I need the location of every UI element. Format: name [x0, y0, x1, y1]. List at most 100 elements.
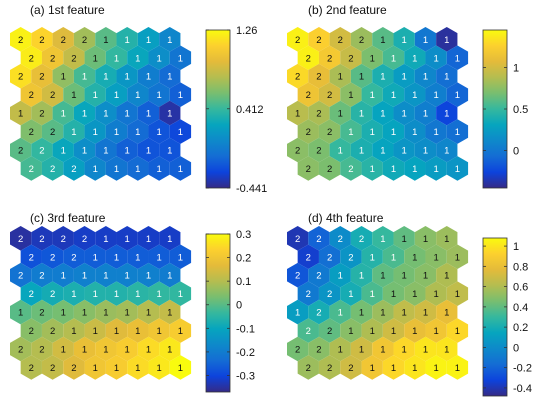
- hex-cell-r0-c0: [10, 226, 32, 251]
- hex-label: 1: [135, 363, 140, 374]
- hex-cell-r1-c6: [148, 45, 170, 71]
- hex-label: 1: [125, 308, 130, 319]
- hex-label: 1: [93, 90, 98, 101]
- hex-cell-r0-c7: [159, 27, 181, 52]
- hex-cell-r6-c7: [436, 336, 458, 362]
- hex-cell-r1-c2: [63, 45, 85, 71]
- hex-cell-r6-c0: [287, 137, 309, 163]
- hex-label: 1: [156, 326, 161, 337]
- hex-cell-r4-c5: [116, 299, 138, 325]
- hex-label: 1: [338, 109, 343, 120]
- hex-cell-r7-c3: [361, 355, 383, 380]
- hex-cell-r3-c3: [361, 82, 383, 107]
- hex-label: 1: [391, 326, 396, 337]
- hex-label: 1: [156, 53, 161, 64]
- hex-label: 1: [412, 127, 417, 138]
- hex-cell-r2-c1: [31, 262, 53, 288]
- hex-label: 2: [50, 90, 55, 101]
- hex-label: 1: [444, 271, 449, 282]
- hex-label: 1: [156, 252, 161, 263]
- hex-label: 1: [391, 90, 396, 101]
- hex-cell-r5-c6: [425, 119, 447, 144]
- hex-cell-r2-c2: [52, 63, 74, 89]
- colorbar-tick-label: 0.2: [236, 253, 251, 265]
- hex-label: 1: [93, 127, 98, 138]
- hex-label: 1: [359, 72, 364, 83]
- hex-label: 2: [50, 363, 55, 374]
- hex-cell-r3-c5: [127, 82, 149, 107]
- hex-cell-r6-c7: [159, 336, 181, 362]
- hex-label: 1: [61, 271, 66, 282]
- hex-cell-r4-c5: [393, 299, 415, 325]
- hex-cell-r5-c7: [446, 318, 469, 343]
- hex-label: 1: [146, 109, 151, 120]
- colorbar-tick-label: 0: [513, 146, 519, 158]
- hex-label: 1: [433, 326, 438, 337]
- hex-label: 1: [402, 109, 407, 120]
- hex-cell-r2-c4: [372, 63, 394, 89]
- hex-label: 1: [412, 289, 417, 300]
- hex-label: 1: [18, 308, 23, 319]
- hex-label: 1: [348, 90, 353, 101]
- hex-cell-r7-c4: [105, 156, 128, 181]
- hex-cell-r3-c2: [63, 82, 85, 107]
- hex-cell-r1-c3: [361, 45, 383, 71]
- hex-label: 1: [433, 127, 438, 138]
- hex-label: 1: [103, 271, 108, 282]
- hex-label: 2: [18, 345, 23, 356]
- hex-label: 1: [455, 127, 460, 138]
- hex-cell-r5-c7: [446, 119, 469, 144]
- hex-cell-r6-c7: [436, 137, 458, 163]
- hex-label: 1: [146, 308, 151, 319]
- hex-cell-r5-c3: [361, 318, 383, 343]
- hex-label: 1: [93, 289, 98, 300]
- hex-label: 2: [82, 35, 87, 46]
- hex-cell-r0-c6: [137, 226, 160, 251]
- hex-cell-r0-c0: [287, 27, 309, 52]
- hex-label: 2: [327, 289, 332, 300]
- hex-label: 1: [402, 271, 407, 282]
- hex-label: 2: [39, 109, 44, 120]
- hex-cell-r1-c4: [105, 244, 128, 270]
- hex-cell-r6-c6: [137, 137, 160, 163]
- hex-cell-r2-c3: [73, 262, 96, 288]
- panel-title: (b) 2nd feature: [308, 3, 387, 17]
- hex-label: 1: [412, 326, 417, 337]
- hex-label: 2: [295, 271, 300, 282]
- hex-cell-r7-c5: [127, 355, 149, 380]
- hex-cell-r2-c0: [287, 63, 309, 89]
- hex-label: 1: [178, 363, 183, 374]
- hex-label: 1: [455, 164, 460, 175]
- hex-cell-r7-c7: [169, 355, 192, 380]
- hex-label: 2: [306, 90, 311, 101]
- hex-label: 2: [338, 234, 343, 245]
- hex-label: 1: [167, 271, 172, 282]
- hex-cell-r5-c6: [148, 318, 170, 343]
- hex-label: 2: [50, 127, 55, 138]
- hex-label: 1: [71, 289, 76, 300]
- hex-label: 1: [125, 345, 130, 356]
- hex-label: 1: [82, 271, 87, 282]
- hex-label: 2: [18, 35, 23, 46]
- hex-label: 2: [29, 164, 34, 175]
- hex-label: 1: [391, 252, 396, 263]
- hex-cell-r2-c2: [329, 63, 351, 89]
- hex-label: 1: [167, 146, 172, 157]
- hex-cell-r0-c2: [52, 27, 74, 52]
- hex-label: 2: [39, 146, 44, 157]
- hex-cell-r4-c4: [95, 100, 117, 126]
- hex-cell-r7-c1: [318, 156, 341, 181]
- colorbar-tick-label: -0.2: [513, 363, 532, 375]
- colorbar-tick-label: 0.2: [513, 322, 528, 334]
- hex-cell-r6-c2: [52, 336, 74, 362]
- hex-cell-r1-c3: [84, 244, 106, 270]
- hex-label: 1: [156, 164, 161, 175]
- hex-cell-r4-c4: [372, 299, 394, 325]
- hex-cell-r0-c7: [159, 226, 181, 251]
- hex-label: 1: [380, 35, 385, 46]
- hex-label: 2: [348, 53, 353, 64]
- hex-label: 2: [316, 146, 321, 157]
- hex-cell-r0-c5: [116, 226, 138, 251]
- hex-label: 1: [423, 109, 428, 120]
- colorbar-tick-label: -0.1: [236, 323, 255, 335]
